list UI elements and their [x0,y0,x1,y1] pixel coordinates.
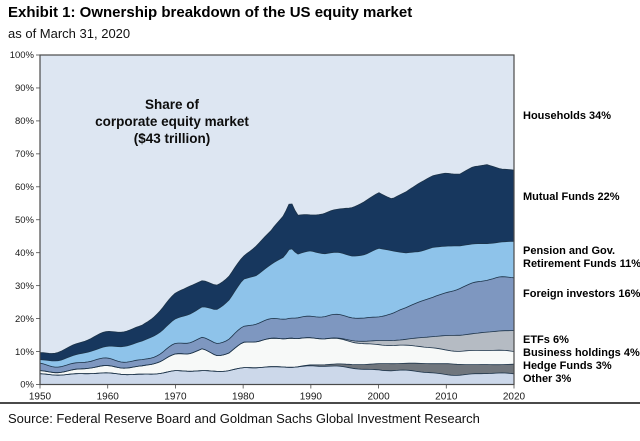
x-axis-tick-label: 1980 [232,392,255,403]
boundary-line-etfs [39,330,514,374]
x-axis-tick-label: 2020 [503,392,526,403]
series-label-mutual-funds: Mutual Funds 22% [523,191,620,203]
y-axis-tick-label: 60% [15,182,35,193]
y-axis-tick-label: 80% [15,116,35,127]
y-axis-tick-label: 100% [10,50,35,61]
x-axis-tick-label: 1990 [300,392,323,403]
x-axis-tick-label: 2000 [367,392,390,403]
area-band-pension_gov_retirement_funds [40,241,514,368]
y-axis-tick-label: 20% [15,314,35,325]
exhibit-title: Exhibit 1: Ownership breakdown of the US… [8,4,413,21]
x-axis-tick-label: 1950 [29,392,52,403]
exhibit-subtitle: as of March 31, 2020 [8,26,131,41]
area-band-mutual_funds [40,164,514,361]
boundary-line-hedge_funds [39,362,515,376]
area-band-etfs [40,330,514,373]
annotation-line-1: Share of [144,97,199,112]
area-band-other [40,365,514,385]
x-axis-tick-label: 2010 [435,392,458,403]
x-axis-tick-label: 1960 [97,392,120,403]
annotation-line-3: ($43 trillion) [133,131,211,146]
boundary-line-mutual_funds [39,164,515,354]
y-axis-tick-label: 10% [15,347,35,358]
divider-line [0,402,640,404]
series-label-pension-line1: Pension and Gov. [523,245,616,257]
y-axis-tick-label: 50% [15,215,35,226]
area-band-business_holdings [40,337,514,376]
series-label-foreign-investors: Foreign investors 16% [523,288,640,300]
series-label-pension-line2: Retirement Funds 11% [523,258,640,270]
boundary-line-pension_gov_retirement_funds [39,241,514,362]
x-axis-tick-label: 1970 [164,392,187,403]
series-label-households: Households 34% [523,110,612,122]
chart-annotation: Share of corporate equity market ($43 tr… [62,96,282,147]
y-axis-tick-label: 0% [20,380,34,391]
annotation-line-2: corporate equity market [95,114,249,129]
area-band-hedge_funds [40,363,514,376]
y-axis-tick-label: 30% [15,281,35,292]
y-axis-tick-label: 90% [15,83,35,94]
series-label-hedge-funds: Hedge Funds 3% [523,360,612,372]
y-axis-tick-label: 70% [15,149,35,160]
series-label-etfs: ETFs 6% [523,334,569,346]
source-note: Source: Federal Reserve Board and Goldma… [8,411,480,426]
area-band-foreign_investors [40,276,514,373]
y-axis-tick-label: 40% [15,248,35,259]
series-label-business-holdings: Business holdings 4% [523,347,640,359]
boundary-line-foreign_investors [39,276,515,368]
series-label-other: Other 3% [523,373,572,385]
